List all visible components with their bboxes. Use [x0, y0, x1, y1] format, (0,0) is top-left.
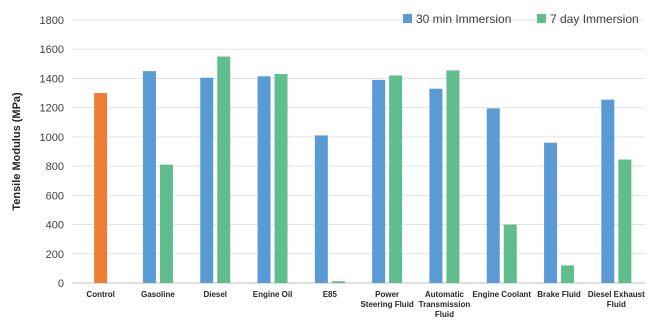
bar-7day [618, 159, 632, 283]
bar-30min [142, 71, 156, 283]
bar-control [94, 93, 108, 283]
bar-30min [601, 99, 615, 283]
bar-7day [446, 70, 460, 284]
category-labels: Control Gasoline Diesel Engine Oil E85 Power S… [86, 290, 645, 319]
y-tick-label: 600 [46, 190, 64, 202]
bar-7day [503, 224, 517, 283]
bar-30min [544, 142, 558, 283]
y-tick-label: 1000 [40, 132, 64, 144]
legend: 30 min Immersion 7 day Immersion [403, 12, 639, 26]
bar-30min [200, 77, 214, 283]
y-tick-label: 200 [46, 249, 64, 261]
y-tick-label: 0 [58, 278, 64, 290]
x-category-label: Diesel Exhaust Fluid [588, 290, 645, 309]
y-tick-label: 800 [46, 161, 64, 173]
x-category-label: Gasoline [141, 290, 175, 299]
y-axis-title: Tensile Modulus (MPa) [11, 92, 23, 211]
bar-7day [331, 281, 345, 283]
y-tick-label: 400 [46, 220, 64, 232]
x-category-label: Control [86, 290, 114, 299]
bar-7day [274, 74, 288, 283]
x-category-label: Engine Oil [253, 290, 293, 299]
bar-30min [372, 79, 386, 284]
bar-30min [257, 76, 271, 283]
legend-swatch [537, 14, 546, 23]
y-tick-label: 1400 [40, 73, 64, 85]
legend-label: 7 day Immersion [550, 12, 639, 26]
gridlines [72, 19, 645, 255]
x-category-label: Automatic Transmission Fluid [419, 290, 471, 319]
bar-30min [314, 135, 328, 283]
legend-swatch [403, 14, 412, 23]
bar-7day [217, 56, 231, 284]
bar-7day [159, 164, 173, 283]
x-category-label: Diesel [203, 290, 227, 299]
x-category-label: Engine Coolant [472, 290, 531, 299]
bar-30min [486, 108, 500, 284]
y-tick-label: 1600 [40, 44, 64, 56]
y-tick-label: 1800 [40, 15, 64, 27]
x-category-label: Brake Fluid [537, 290, 581, 299]
x-category-label: E85 [323, 290, 338, 299]
bars [94, 56, 632, 284]
bar-7day [389, 75, 403, 284]
x-category-label: Power Steering Fluid [360, 290, 413, 309]
y-axis-ticks: 0 200 400 600 800 1000 1200 1400 1600 1800 [40, 15, 64, 290]
bar-7day [561, 265, 575, 283]
y-tick-label: 1200 [40, 103, 64, 115]
legend-label: 30 min Immersion [416, 12, 511, 26]
bar-30min [429, 88, 443, 283]
